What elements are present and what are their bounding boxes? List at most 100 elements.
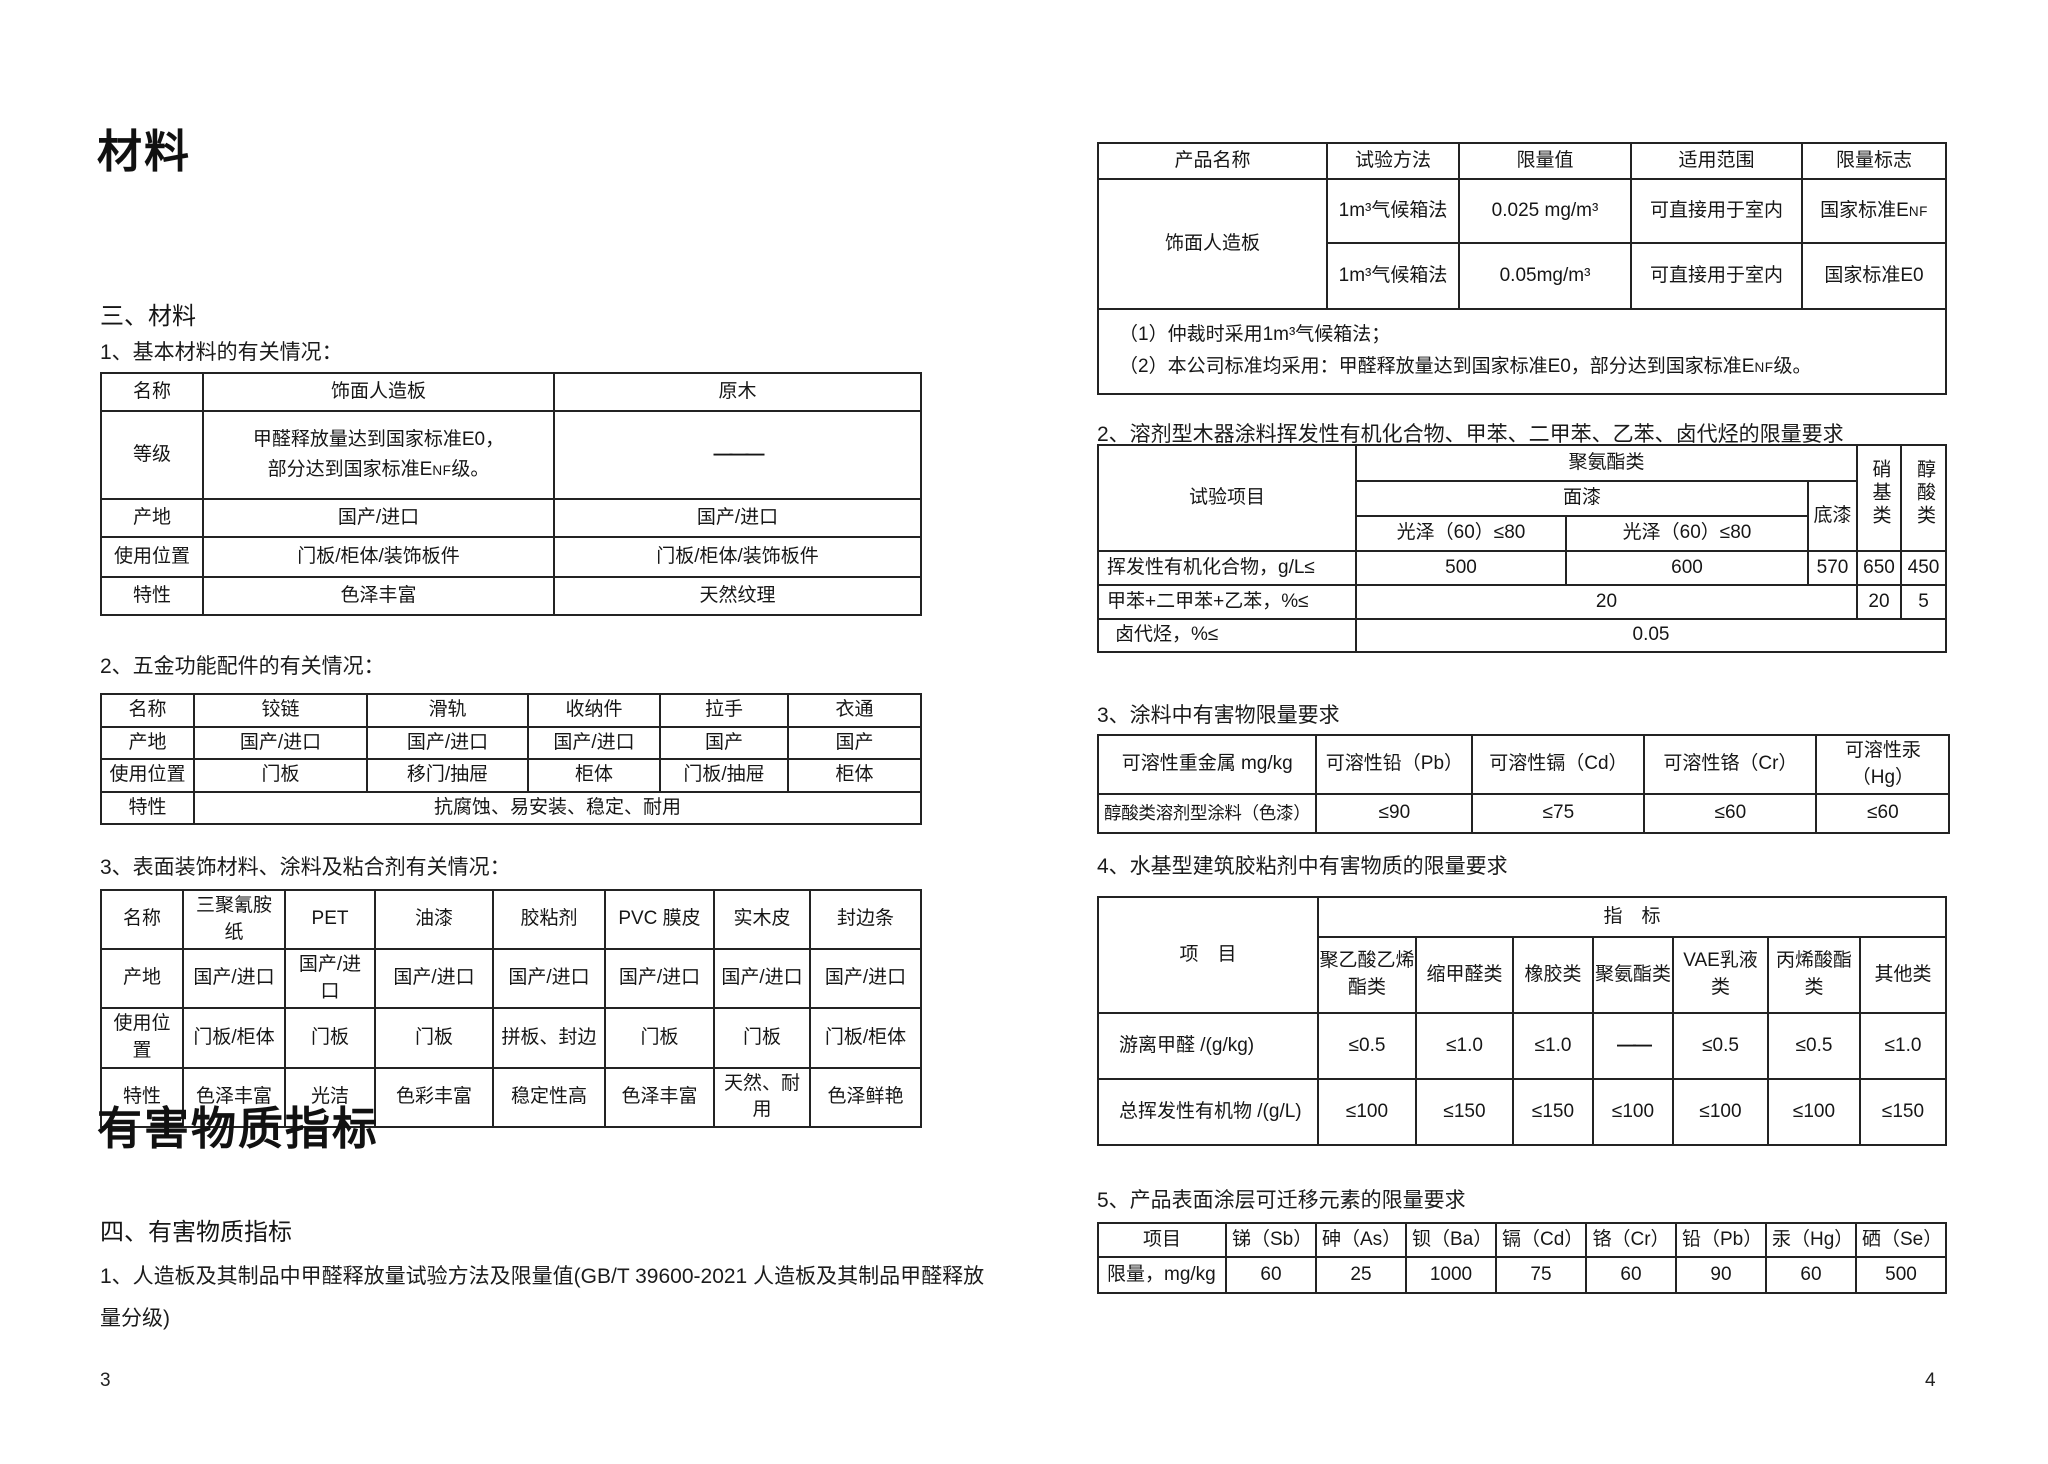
table-header-cell: 可溶性铅（Pb） [1315, 733, 1474, 796]
text-part: 部分达到国家标准E [267, 458, 433, 480]
table-header-cell: 饰面人造板 [202, 372, 555, 412]
table-header-cell: 橡胶类 [1512, 936, 1594, 1014]
table-header-cell: 其他类 [1859, 936, 1947, 1014]
vertical-label: 醇酸类 [1913, 459, 1935, 529]
table-header-cell: PET [284, 888, 376, 951]
table-header-cell: 胶粘剂 [492, 888, 606, 951]
table-cell: 1000 [1405, 1256, 1497, 1294]
dash-placeholder: ——— [713, 443, 765, 465]
table-cell: 门板/柜体/装饰板件 [202, 536, 555, 578]
table-header-nitro: 硝基类 [1856, 444, 1902, 552]
section-heading-3: 三、材料 [100, 303, 196, 330]
text-part: （2）本公司标准均采用：甲醛释放量达到国家标准E0，部分达到国家标准E [1119, 356, 1755, 377]
table-cell: 600 [1565, 550, 1809, 586]
coating-heavy-metal-table: 可溶性重金属 mg/kg 可溶性铅（Pb） 可溶性镉（Cd） 可溶性铬（Cr） … [1096, 733, 1951, 835]
table-cell: ≤0.5 [1317, 1012, 1417, 1080]
row-label-cell: 使用位置 [100, 1007, 184, 1069]
table-cell: ≤60 [1643, 793, 1818, 835]
table-cell: 色泽丰富 [202, 576, 555, 616]
table-cell: 国产/进口 [284, 948, 376, 1010]
table-header-cell: 适用范围 [1630, 142, 1803, 180]
table-cell: 60 [1225, 1256, 1317, 1294]
table-cell: 门板/柜体/装饰板件 [553, 536, 922, 578]
table-row: 名称 饰面人造板 原木 [100, 372, 922, 412]
table-cell: ≤150 [1859, 1078, 1947, 1146]
table-cell: 稳定性高 [492, 1066, 606, 1128]
table-row: 试验项目 聚氨酯类 硝基类 醇酸类 [1097, 444, 1947, 552]
item-heading-adhesive: 4、水基型建筑胶粘剂中有害物质的限量要求 [1097, 855, 1508, 878]
table-cell: 色泽鲜艳 [809, 1066, 922, 1128]
table-header-cell: 名称 [100, 693, 195, 728]
table-cell: 甲醛释放量达到国家标准E0， 部分达到国家标准ENF级。 [202, 410, 555, 500]
row-label-cell: 限量，mg/kg [1097, 1256, 1227, 1294]
table-cell: 移门/抽屉 [366, 758, 529, 793]
row-label-cell: 特性 [100, 1066, 184, 1128]
table-header-cell: 可溶性重金属 mg/kg [1096, 733, 1318, 796]
table-row: 项 目 指 标 [1097, 896, 1947, 1014]
table-cell: 门板 [374, 1007, 494, 1069]
table-cell: 天然、耐用 [713, 1066, 811, 1128]
row-label-cell: 产地 [100, 498, 204, 538]
table-cell: 1m³气候箱法 [1326, 178, 1460, 244]
enf-small-caps: NF [1908, 203, 1928, 219]
surface-materials-table: 名称 三聚氰胺纸 PET 油漆 胶粘剂 PVC 膜皮 实木皮 封边条 产地 国产… [100, 888, 922, 1128]
table-header-cell: 硒（Se） [1855, 1222, 1947, 1258]
table-cell: 500 [1355, 550, 1567, 586]
item-heading-hardware: 2、五金功能配件的有关情况： [100, 655, 385, 678]
table-cell: ≤90 [1315, 793, 1474, 835]
table-cell: 国产/进口 [713, 948, 811, 1010]
paragraph-line: 量分级) [100, 1307, 170, 1330]
table-row: 产地 国产/进口 国产/进口 [100, 498, 922, 538]
row-label-cell: 使用位置 [100, 758, 195, 793]
table-row: 名称 三聚氰胺纸 PET 油漆 胶粘剂 PVC 膜皮 实木皮 封边条 [100, 888, 922, 951]
table-row: 饰面人造板 1m³气候箱法 0.025 mg/m³ 可直接用于室内 国家标准EN… [1097, 178, 1947, 310]
row-label-cell: 卤代烃，%≤ [1097, 618, 1357, 653]
row-label-cell: 特性 [100, 576, 204, 616]
item-heading-solvent-coating: 2、溶剂型木器涂料挥发性有机化合物、甲苯、二甲苯、乙苯、卤代烃的限量要求 [1097, 423, 1844, 446]
table-cell: 90 [1675, 1256, 1767, 1294]
table-row: 名称 铰链 滑轨 收纳件 拉手 衣通 [100, 693, 922, 728]
table-row: 产地 国产/进口 国产/进口 国产/进口 国产/进口 国产/进口 国产/进口 国… [100, 948, 922, 1010]
table-header-cell: 名称 [100, 888, 184, 951]
table-row: 限量，mg/kg 60 25 1000 75 60 90 60 500 [1097, 1256, 1947, 1294]
table-row: （1）仲裁时采用1m³气候箱法； （2）本公司标准均采用：甲醛释放量达到国家标准… [1097, 308, 1947, 395]
table-cell: 0.05mg/m³ [1458, 242, 1632, 310]
migratable-elements-table: 项目 锑（Sb） 砷（As） 钡（Ba） 镉（Cd） 铬（Cr） 铅（Pb） 汞… [1097, 1222, 1947, 1294]
table-cell: 25 [1315, 1256, 1407, 1294]
table-header-cell: 镉（Cd） [1495, 1222, 1587, 1258]
section-heading-4: 四、有害物质指标 [100, 1219, 292, 1246]
table-cell: 色泽丰富 [604, 1066, 715, 1128]
table-row: 卤代烃，%≤ 0.05 [1097, 618, 1947, 653]
row-label-cell: 醇酸类溶剂型涂料（色漆） [1096, 793, 1318, 835]
table-header-cell: 试验方法 [1326, 142, 1460, 180]
table-cell: 国产/进口 [527, 725, 661, 761]
table-header-cell: 光泽（60）≤80 [1565, 515, 1809, 552]
table-header-cell: 三聚氰胺纸 [182, 888, 286, 951]
table-cell: 国家标准E0 [1801, 242, 1947, 310]
table-cell: 0.025 mg/m³ [1458, 178, 1632, 244]
table-cell: 门板 [284, 1007, 376, 1069]
table-header-cell: 实木皮 [713, 888, 811, 951]
table-header-cell: 可溶性铬（Cr） [1643, 733, 1818, 796]
row-label-cell: 特性 [100, 790, 195, 826]
table-header-cell: 丙烯酸酯类 [1767, 936, 1861, 1014]
table-cell: 1m³气候箱法 [1326, 242, 1460, 310]
note-line-1: （1）仲裁时采用1m³气候箱法； [1119, 324, 1391, 345]
table-cell: 色彩丰富 [374, 1066, 494, 1128]
table-cell: 国产/进口 [366, 725, 529, 761]
row-label-cell: 游离甲醛 /(g/kg) [1097, 1012, 1319, 1080]
table-cell: 650 [1856, 550, 1902, 586]
item-heading-migratable-elements: 5、产品表面涂层可迁移元素的限量要求 [1097, 1189, 1466, 1212]
table-cell: 国家标准ENF [1801, 178, 1947, 244]
text-part: 级。 [451, 458, 490, 480]
table-header-cell: 滑轨 [366, 693, 529, 728]
table-row: 等级 甲醛释放量达到国家标准E0， 部分达到国家标准ENF级。 ——— [100, 410, 922, 500]
table-header-cell: 可溶性镉（Cd） [1471, 733, 1646, 796]
basic-materials-table: 名称 饰面人造板 原木 等级 甲醛释放量达到国家标准E0， 部分达到国家标准EN… [100, 372, 922, 616]
row-label-cell: 总挥发性有机物 /(g/L) [1097, 1078, 1319, 1146]
formaldehyde-paragraph: 1、人造板及其制品中甲醛释放量试验方法及限量值(GB/T 39600-2021 … [100, 1256, 984, 1340]
page-number-right: 4 [1925, 1370, 1936, 1391]
row-label-cell: 产地 [100, 948, 184, 1010]
table-cell: 国产/进口 [492, 948, 606, 1010]
table-cell: 光洁 [284, 1066, 376, 1128]
